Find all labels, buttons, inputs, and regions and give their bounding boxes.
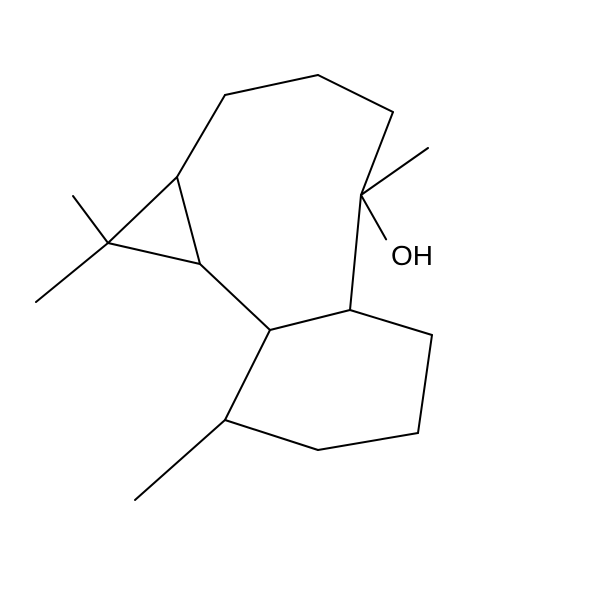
bond xyxy=(177,95,225,177)
bond xyxy=(135,420,225,500)
bond xyxy=(361,112,393,195)
bond xyxy=(225,75,318,95)
bond xyxy=(36,243,108,302)
bond xyxy=(418,335,432,433)
bond xyxy=(108,243,200,264)
molecule-diagram: OH xyxy=(0,0,600,600)
bond xyxy=(73,196,108,243)
bond xyxy=(177,177,200,264)
bond xyxy=(318,75,393,112)
bond xyxy=(361,195,386,239)
bond xyxy=(350,195,361,310)
bond xyxy=(350,310,432,335)
bond xyxy=(200,264,270,330)
bond xyxy=(108,177,177,243)
bond xyxy=(225,330,270,420)
bond xyxy=(225,420,318,450)
bond xyxy=(270,310,350,330)
bond xyxy=(318,433,418,450)
atom-label-oh: OH xyxy=(391,240,433,271)
